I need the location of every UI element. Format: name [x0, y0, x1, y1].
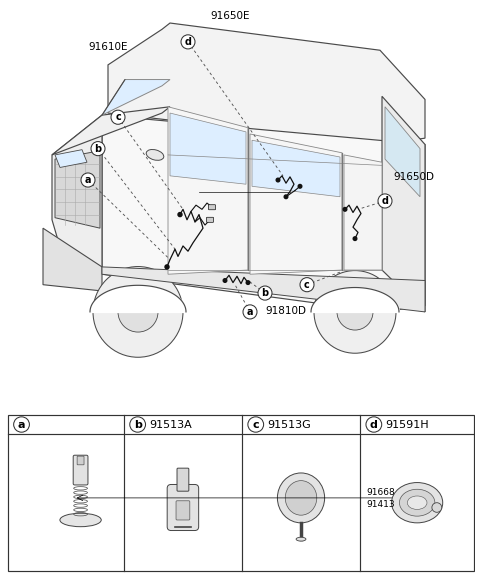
Circle shape — [248, 417, 264, 432]
FancyBboxPatch shape — [77, 456, 84, 465]
FancyBboxPatch shape — [177, 468, 189, 491]
Circle shape — [337, 294, 373, 330]
Circle shape — [432, 503, 442, 512]
Text: a: a — [85, 175, 91, 185]
Polygon shape — [252, 140, 340, 197]
Polygon shape — [55, 151, 100, 228]
Ellipse shape — [277, 473, 324, 523]
Polygon shape — [168, 107, 248, 274]
Circle shape — [353, 237, 357, 240]
Circle shape — [366, 417, 382, 432]
Polygon shape — [55, 149, 87, 167]
Circle shape — [130, 417, 145, 432]
Ellipse shape — [146, 149, 164, 160]
Text: 91413: 91413 — [366, 500, 395, 508]
Circle shape — [314, 270, 396, 353]
Circle shape — [93, 266, 183, 357]
Polygon shape — [102, 115, 425, 312]
Circle shape — [165, 265, 169, 269]
Circle shape — [300, 278, 314, 292]
Text: 91668: 91668 — [366, 488, 395, 497]
Ellipse shape — [285, 481, 317, 515]
Text: d: d — [370, 420, 378, 430]
Text: b: b — [134, 420, 142, 430]
Polygon shape — [385, 107, 420, 197]
Circle shape — [91, 142, 105, 156]
Text: b: b — [95, 144, 102, 153]
Text: 91610E: 91610E — [88, 42, 128, 52]
Polygon shape — [250, 134, 342, 274]
Text: 91650E: 91650E — [210, 11, 250, 21]
Polygon shape — [170, 113, 246, 184]
Circle shape — [13, 417, 29, 432]
Circle shape — [181, 35, 195, 49]
FancyBboxPatch shape — [73, 455, 88, 485]
Text: 91513A: 91513A — [149, 420, 192, 430]
FancyBboxPatch shape — [208, 205, 216, 210]
Ellipse shape — [296, 537, 306, 541]
Polygon shape — [382, 96, 425, 312]
Circle shape — [343, 207, 347, 211]
Polygon shape — [43, 228, 102, 291]
Polygon shape — [52, 107, 170, 155]
FancyBboxPatch shape — [8, 415, 474, 571]
Text: c: c — [252, 420, 259, 430]
FancyBboxPatch shape — [176, 501, 190, 520]
Ellipse shape — [392, 482, 443, 523]
Text: 91513G: 91513G — [267, 420, 312, 430]
Text: 91810D: 91810D — [265, 306, 306, 316]
Text: c: c — [115, 112, 121, 122]
Polygon shape — [344, 155, 382, 270]
Polygon shape — [102, 267, 425, 312]
Ellipse shape — [399, 489, 435, 516]
Text: d: d — [184, 37, 192, 47]
Circle shape — [243, 305, 257, 319]
FancyBboxPatch shape — [206, 217, 214, 222]
Text: c: c — [304, 280, 310, 290]
Circle shape — [284, 195, 288, 199]
Text: 91591H: 91591H — [385, 420, 429, 430]
Text: b: b — [262, 288, 269, 298]
Text: d: d — [382, 196, 388, 206]
Circle shape — [276, 178, 280, 182]
Text: 91650D: 91650D — [393, 172, 434, 182]
Ellipse shape — [408, 496, 427, 510]
Text: a: a — [18, 420, 25, 430]
Polygon shape — [108, 23, 425, 144]
Ellipse shape — [60, 513, 101, 527]
Polygon shape — [52, 115, 102, 280]
Circle shape — [81, 173, 95, 187]
Circle shape — [298, 185, 302, 188]
Text: a: a — [247, 307, 253, 317]
Circle shape — [378, 194, 392, 208]
Polygon shape — [102, 79, 170, 115]
Circle shape — [111, 110, 125, 124]
Circle shape — [223, 278, 227, 283]
Circle shape — [178, 212, 182, 217]
Circle shape — [246, 281, 250, 284]
Circle shape — [258, 286, 272, 300]
FancyBboxPatch shape — [167, 485, 199, 530]
Circle shape — [118, 292, 158, 332]
